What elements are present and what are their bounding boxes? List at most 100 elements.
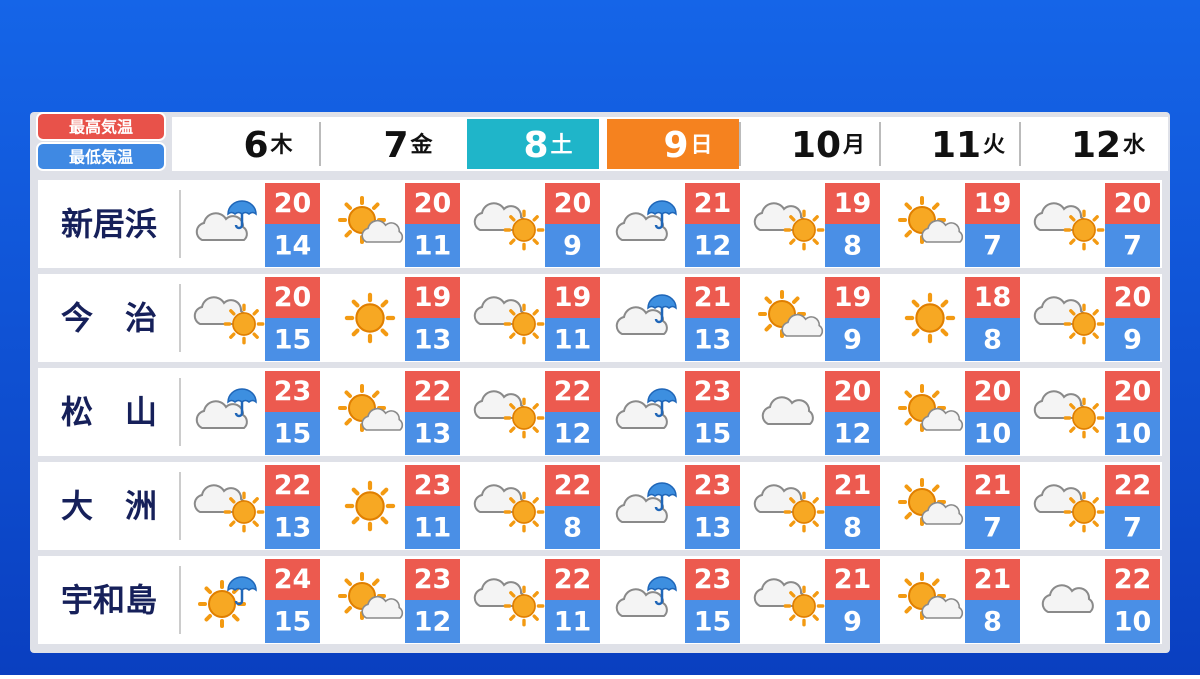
low-temp: 12 — [694, 231, 732, 262]
low-temp-box — [965, 224, 1020, 267]
low-temp: 12 — [414, 607, 452, 638]
high-temp: 23 — [694, 376, 732, 407]
low-temp-box — [405, 600, 460, 643]
high-temp-box — [825, 371, 880, 412]
low-temp: 13 — [414, 325, 452, 356]
high-temp-box — [685, 559, 740, 600]
day-weekday: 水 — [1123, 133, 1146, 158]
low-temp: 15 — [274, 325, 312, 356]
high-temp: 19 — [554, 282, 592, 313]
high-temp-box — [265, 465, 320, 506]
high-temp-box — [685, 371, 740, 412]
high-temp: 23 — [694, 564, 732, 595]
weather-icon-sun — [223, 303, 265, 345]
high-temp: 20 — [554, 188, 592, 219]
low-temp-box — [965, 600, 1020, 643]
high-temp-box — [965, 465, 1020, 506]
day-date: 12 — [1071, 125, 1121, 166]
low-temp: 7 — [983, 513, 1002, 544]
city-name: 今 治 — [61, 299, 157, 337]
day-label: 8土 — [523, 125, 572, 166]
high-temp: 22 — [554, 376, 592, 407]
day-weekday: 日 — [691, 133, 713, 158]
low-temp: 9 — [1123, 325, 1142, 356]
day-label: 6木 — [243, 125, 293, 166]
day-date: 8 — [523, 125, 548, 166]
high-temp: 24 — [274, 564, 312, 595]
low-temp: 15 — [274, 419, 312, 450]
low-temp: 12 — [554, 419, 592, 450]
city-name: 松 山 — [61, 393, 157, 431]
high-temp: 22 — [1114, 470, 1152, 501]
high-temp-box — [1105, 465, 1160, 506]
low-temp-box — [825, 412, 880, 455]
weather-icon-sun — [907, 295, 953, 341]
low-temp: 15 — [694, 607, 732, 638]
high-temp: 21 — [974, 564, 1012, 595]
low-temp: 14 — [274, 231, 312, 262]
day-label: 9日 — [663, 125, 712, 166]
high-temp-box — [545, 371, 600, 412]
high-temp-box — [405, 183, 460, 224]
low-temp-box — [545, 600, 600, 643]
legend-low-label: 最低気温 — [69, 148, 133, 167]
low-temp-box — [965, 506, 1020, 549]
high-temp-box — [405, 277, 460, 318]
high-temp-box — [1105, 559, 1160, 600]
high-temp: 23 — [694, 470, 732, 501]
low-temp-box — [545, 412, 600, 455]
low-temp-box — [825, 600, 880, 643]
low-temp-box — [545, 224, 600, 267]
high-temp-box — [265, 371, 320, 412]
day-weekday: 月 — [842, 133, 865, 158]
high-temp: 22 — [414, 376, 452, 407]
high-temp: 21 — [694, 188, 732, 219]
high-temp: 22 — [274, 470, 312, 501]
weather-icon-sun — [1063, 397, 1105, 439]
low-temp: 10 — [974, 419, 1012, 450]
low-temp-box — [265, 600, 320, 643]
low-temp: 8 — [983, 325, 1002, 356]
day-weekday: 木 — [270, 133, 294, 158]
city-name: 宇和島 — [61, 581, 157, 619]
weather-icon-sun — [503, 585, 545, 627]
low-temp: 9 — [563, 231, 582, 262]
low-temp: 8 — [563, 513, 582, 544]
high-temp-box — [545, 559, 600, 600]
high-temp: 22 — [554, 564, 592, 595]
low-temp: 8 — [843, 513, 862, 544]
low-temp-box — [405, 506, 460, 549]
low-temp: 11 — [554, 607, 592, 638]
low-temp-box — [1105, 318, 1160, 361]
low-temp-box — [265, 224, 320, 267]
high-temp: 20 — [414, 188, 452, 219]
weather-icon-sun — [1063, 209, 1105, 251]
city-name: 大 洲 — [61, 487, 157, 525]
high-temp-box — [685, 183, 740, 224]
low-temp-box — [825, 318, 880, 361]
low-temp-box — [825, 224, 880, 267]
low-temp-box — [685, 318, 740, 361]
high-temp: 20 — [1114, 188, 1152, 219]
city-name: 新居浜 — [61, 205, 157, 243]
high-temp: 22 — [554, 470, 592, 501]
high-temp-box — [825, 277, 880, 318]
high-temp: 21 — [834, 470, 872, 501]
day-weekday: 火 — [983, 133, 1005, 158]
high-temp-box — [405, 559, 460, 600]
low-temp-box — [405, 412, 460, 455]
low-temp: 9 — [843, 607, 862, 638]
low-temp: 12 — [834, 419, 872, 450]
weather-icon-sun — [783, 209, 825, 251]
day-label: 7金 — [383, 125, 433, 166]
day-date: 9 — [663, 125, 688, 166]
weather-icon-sun — [1063, 303, 1105, 345]
low-temp: 15 — [274, 607, 312, 638]
low-temp: 7 — [1123, 513, 1142, 544]
weather-icon — [347, 295, 393, 341]
low-temp: 11 — [414, 513, 452, 544]
low-temp-box — [685, 506, 740, 549]
low-temp-box — [265, 506, 320, 549]
high-temp: 23 — [274, 376, 312, 407]
high-temp: 20 — [274, 282, 312, 313]
